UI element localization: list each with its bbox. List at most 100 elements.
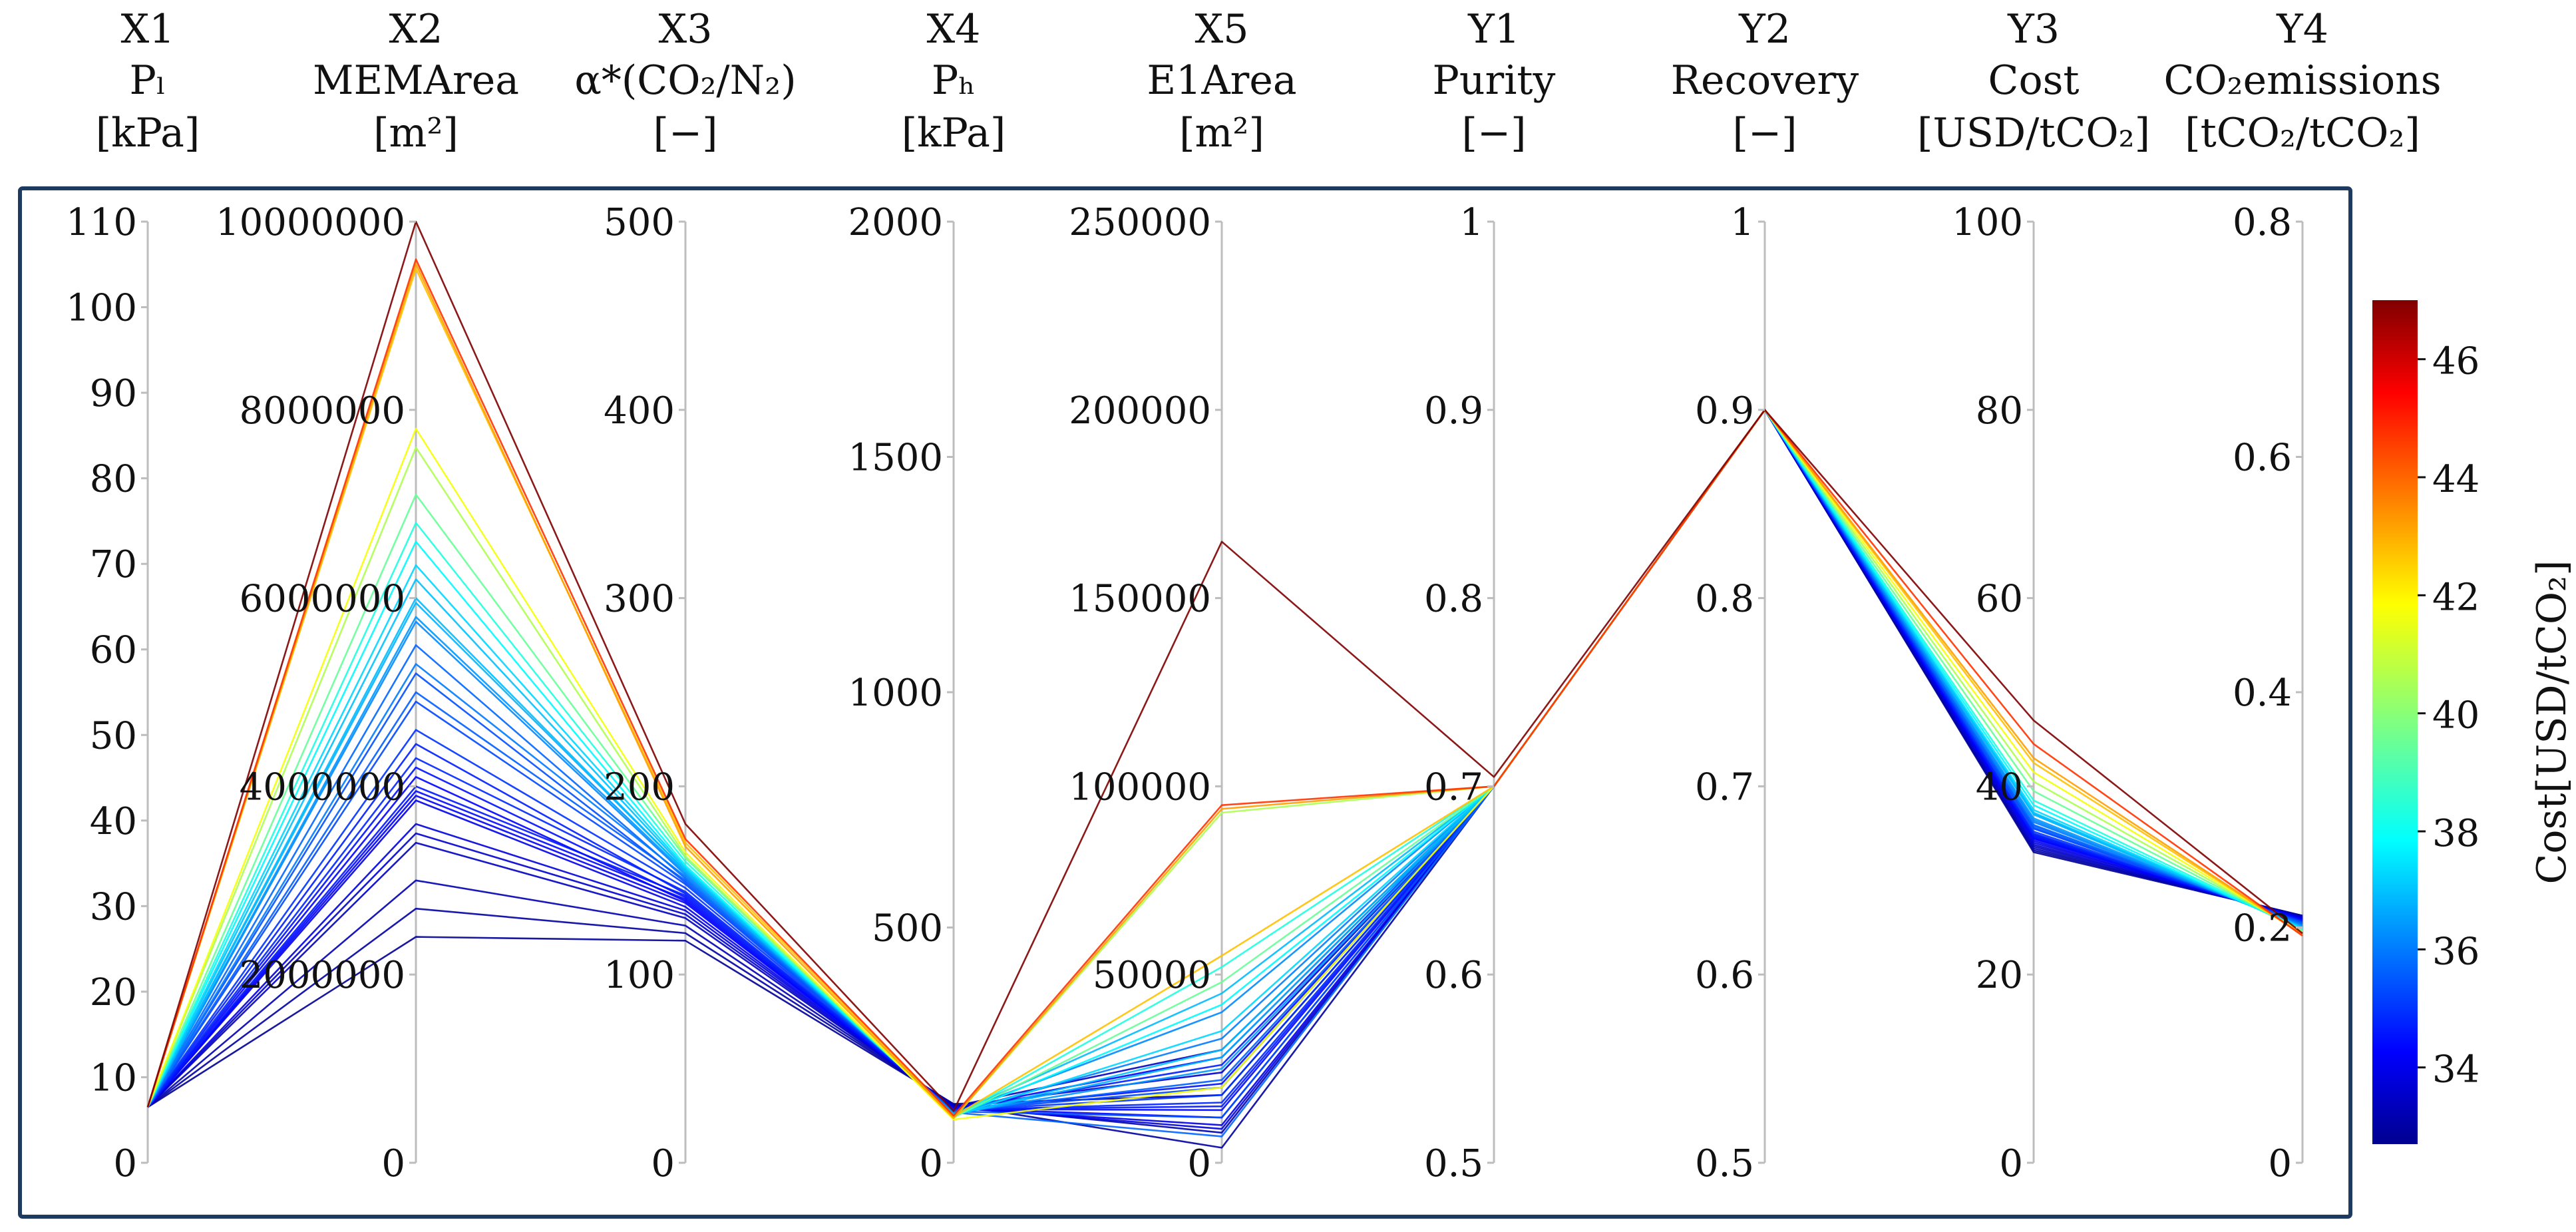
axis-title-x4-line1: X4: [927, 6, 981, 53]
series-line-s05: [146, 409, 2303, 1121]
tick-label-x3: 500: [604, 201, 675, 244]
tick-label-y2: 0.5: [1695, 1142, 1754, 1185]
axis-title-x3-line2: α*(CO₂/N₂): [574, 57, 796, 104]
tick-label-y1: 0.7: [1424, 765, 1483, 809]
series-line-s06: [146, 409, 2303, 1120]
axis-title-x5-line2: E1Area: [1147, 57, 1296, 104]
axis-title-x4-line3: [kPa]: [902, 110, 1006, 156]
axis-title-y4-line2: CO₂emissions: [2163, 57, 2441, 104]
tick-label-y1: 0.6: [1424, 954, 1483, 997]
tick-label-y4: 0: [2268, 1142, 2292, 1185]
tick-label-x1: 40: [90, 800, 137, 843]
tick-label-x2: 10000000: [216, 201, 405, 244]
tick-label-x5: 150000: [1069, 578, 1211, 621]
tick-label-x1: 90: [90, 372, 137, 415]
ticks-layer: 0102030405060708090100110020000004000000…: [66, 201, 2302, 1185]
tick-label-x1: 50: [90, 714, 137, 757]
tick-label-y3: 60: [1976, 578, 2023, 621]
series-line-s01: [146, 220, 2303, 1112]
tick-label-y2: 0.8: [1695, 578, 1754, 621]
tick-label-x2: 2000000: [240, 954, 405, 997]
axis-titles-layer: X1Pₗ[kPa]X2MEMArea[m²]X3α*(CO₂/N₂)[−]X4P…: [96, 6, 2442, 156]
series-line-s02: [146, 258, 2303, 1117]
tick-label-y2: 0.9: [1695, 389, 1754, 433]
tick-label-x5: 100000: [1069, 765, 1211, 809]
axis-title-y3-line2: Cost: [1988, 57, 2080, 104]
tick-label-y3: 20: [1976, 954, 2023, 997]
tick-label-x3: 100: [604, 954, 675, 997]
tick-label-x1: 60: [90, 629, 137, 672]
tick-label-y2: 0.7: [1695, 765, 1754, 809]
axis-title-x2-line3: [m²]: [373, 110, 459, 156]
colorbar-tick-label: 46: [2432, 340, 2480, 383]
axis-title-y3-line1: Y3: [2007, 6, 2060, 53]
tick-label-x1: 20: [90, 971, 137, 1014]
tick-label-y1: 0.8: [1424, 578, 1483, 621]
series-line-s11: [146, 409, 2303, 1116]
tick-label-x4: 1500: [848, 437, 943, 480]
tick-label-x1: 110: [66, 201, 137, 244]
tick-label-x4: 2000: [848, 201, 943, 244]
tick-label-x1: 30: [90, 885, 137, 928]
axis-title-y4-line1: Y4: [2276, 6, 2328, 53]
colorbar-tick-label: 38: [2432, 812, 2480, 855]
tick-label-x5: 200000: [1069, 389, 1211, 433]
tick-label-y1: 1: [1459, 201, 1483, 244]
plot-frame: [18, 186, 2352, 1219]
axis-title-x3-line1: X3: [659, 6, 713, 53]
colorbar-tick-label: 40: [2432, 694, 2480, 737]
tick-label-y3: 80: [1976, 389, 2023, 433]
series-line-s10: [146, 409, 2303, 1117]
series-line-s03: [146, 263, 2303, 1120]
tick-label-x5: 0: [1187, 1142, 1211, 1185]
series-line-s13: [146, 409, 2303, 1115]
axis-title-x2-line1: X2: [389, 6, 443, 53]
tick-label-x2: 4000000: [240, 765, 405, 809]
tick-label-y3: 40: [1976, 765, 2023, 809]
tick-label-y1: 0.9: [1424, 389, 1483, 433]
axis-title-x1-line2: Pₗ: [130, 57, 166, 104]
tick-label-y4: 0.4: [2233, 672, 2292, 715]
tick-label-x3: 300: [604, 578, 675, 621]
axis-title-y1-line2: Purity: [1433, 57, 1556, 104]
axis-title-y4-line3: [tCO₂/tCO₂]: [2185, 110, 2420, 156]
colorbar-label: Cost[USD/tCO₂]: [2529, 560, 2575, 884]
tick-label-y3: 100: [1952, 201, 2023, 244]
colorbar-tick-label: 34: [2432, 1048, 2480, 1092]
axis-title-x5-line3: [m²]: [1179, 110, 1264, 156]
tick-label-x4: 500: [872, 907, 943, 950]
axis-title-x4-line2: Pₕ: [932, 57, 976, 104]
tick-label-x1: 70: [90, 543, 137, 586]
series-line-s09: [146, 409, 2303, 1118]
colorbar-gradient: [2372, 300, 2418, 1144]
tick-label-x1: 0: [113, 1142, 137, 1185]
colorbar: 34 36 38 40 42 44 46 Cost[USD/tCO₂]: [2372, 300, 2575, 1144]
tick-label-x3: 200: [604, 765, 675, 809]
axis-title-x5-line1: X5: [1195, 6, 1249, 53]
tick-label-x5: 50000: [1093, 954, 1211, 997]
colorbar-tick-label: 42: [2432, 576, 2480, 619]
tick-label-x2: 6000000: [240, 578, 405, 621]
tick-label-x3: 0: [651, 1142, 675, 1185]
tick-label-x4: 1000: [848, 672, 943, 715]
tick-label-x2: 0: [381, 1142, 405, 1185]
tick-label-x1: 80: [90, 458, 137, 501]
tick-label-x3: 400: [604, 389, 675, 433]
axis-title-y2-line3: [−]: [1732, 110, 1797, 156]
tick-label-x2: 8000000: [240, 389, 405, 433]
tick-label-y1: 0.5: [1424, 1142, 1483, 1185]
tick-label-y4: 0.2: [2233, 907, 2292, 950]
axis-title-x1-line1: X1: [121, 6, 175, 53]
colorbar-ticks: 34 36 38 40 42 44 46: [2418, 340, 2480, 1092]
axis-title-x2-line2: MEMArea: [313, 57, 519, 104]
tick-label-x5: 250000: [1069, 201, 1211, 244]
axis-title-x3-line3: [−]: [653, 110, 717, 156]
series-line-s08: [146, 409, 2303, 1118]
lines-layer: [146, 220, 2303, 1149]
tick-label-x4: 0: [919, 1142, 943, 1185]
tick-label-y4: 0.6: [2233, 437, 2292, 480]
tick-label-y3: 0: [1999, 1142, 2023, 1185]
axis-title-y1-line1: Y1: [1467, 6, 1520, 53]
series-line-s30: [146, 409, 2303, 1137]
